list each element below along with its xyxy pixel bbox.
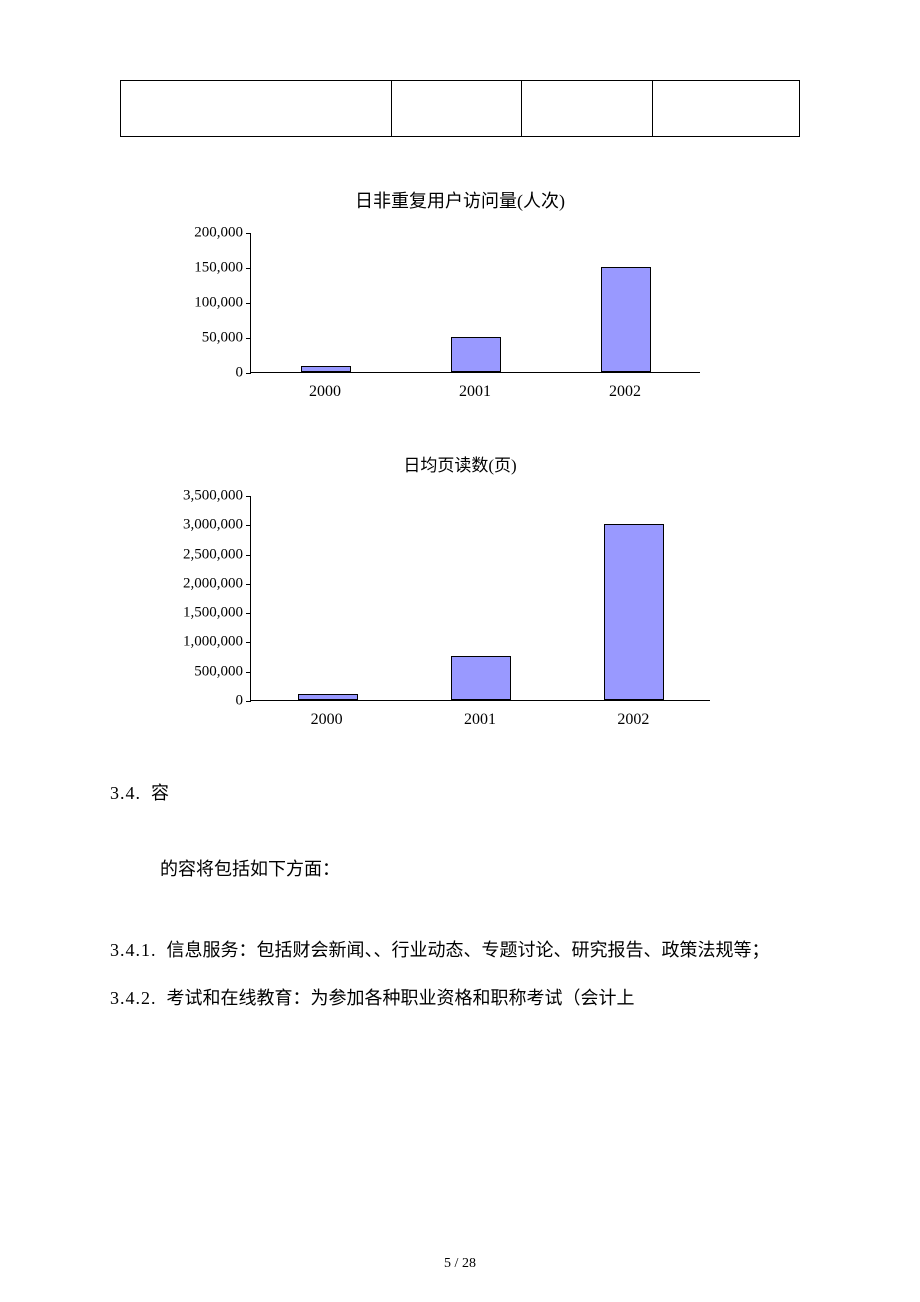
chart-bar	[301, 366, 351, 372]
chart2-title: 日均页读数(页)	[110, 451, 810, 476]
y-tick-label: 50,000	[202, 330, 251, 347]
x-tick-label: 2002	[609, 383, 641, 401]
chart-bar	[451, 656, 511, 700]
chart-bar	[451, 337, 501, 372]
page-current: 5	[444, 1256, 451, 1271]
x-tick-label: 2001	[464, 711, 496, 729]
section-number: 3.4.	[110, 783, 141, 803]
section-title: 容	[151, 783, 169, 803]
y-tick-label: 200,000	[194, 225, 251, 242]
y-tick-label: 150,000	[194, 260, 251, 277]
section-heading: 3.4. 容	[110, 779, 810, 805]
y-tick-label: 2,000,000	[183, 575, 251, 592]
item-number: 3.4.2.	[110, 988, 157, 1008]
chart-bar	[604, 524, 664, 700]
page-footer: 5 / 28	[0, 1256, 920, 1272]
item-text: 信息服务：包括财会新闻、、行业动态、专题讨论、研究报告、政策法规等；	[167, 940, 770, 960]
list-item: 3.4.2. 考试和在线教育：为参加各种职业资格和职称考试（会计上	[110, 979, 810, 1019]
y-tick-label: 3,000,000	[183, 517, 251, 534]
chart1: 050,000100,000150,000200,000 20002001200…	[140, 233, 700, 401]
x-tick-label: 2002	[617, 711, 649, 729]
y-tick-label: 2,500,000	[183, 546, 251, 563]
y-tick-label: 1,000,000	[183, 634, 251, 651]
page-total: 28	[462, 1256, 476, 1271]
chart2: 0500,0001,000,0001,500,0002,000,0002,500…	[120, 496, 720, 729]
x-tick-label: 2001	[459, 383, 491, 401]
chart1-title: 日非重复用户访问量(人次)	[110, 187, 810, 213]
chart-bar	[298, 694, 358, 700]
empty-table-header	[120, 80, 800, 137]
x-tick-label: 2000	[309, 383, 341, 401]
y-tick-label: 500,000	[194, 663, 251, 680]
chart-bar	[601, 267, 651, 372]
list-item: 3.4.1. 信息服务：包括财会新闻、、行业动态、专题讨论、研究报告、政策法规等；	[110, 931, 810, 971]
x-tick-label: 2000	[311, 711, 343, 729]
y-tick-label: 100,000	[194, 295, 251, 312]
item-number: 3.4.1.	[110, 940, 157, 960]
page-sep: /	[451, 1256, 462, 1271]
item-text: 考试和在线教育：为参加各种职业资格和职称考试（会计上	[167, 988, 635, 1008]
intro-text: 的容将包括如下方面：	[160, 855, 810, 881]
y-tick-label: 1,500,000	[183, 605, 251, 622]
y-tick-label: 3,500,000	[183, 488, 251, 505]
